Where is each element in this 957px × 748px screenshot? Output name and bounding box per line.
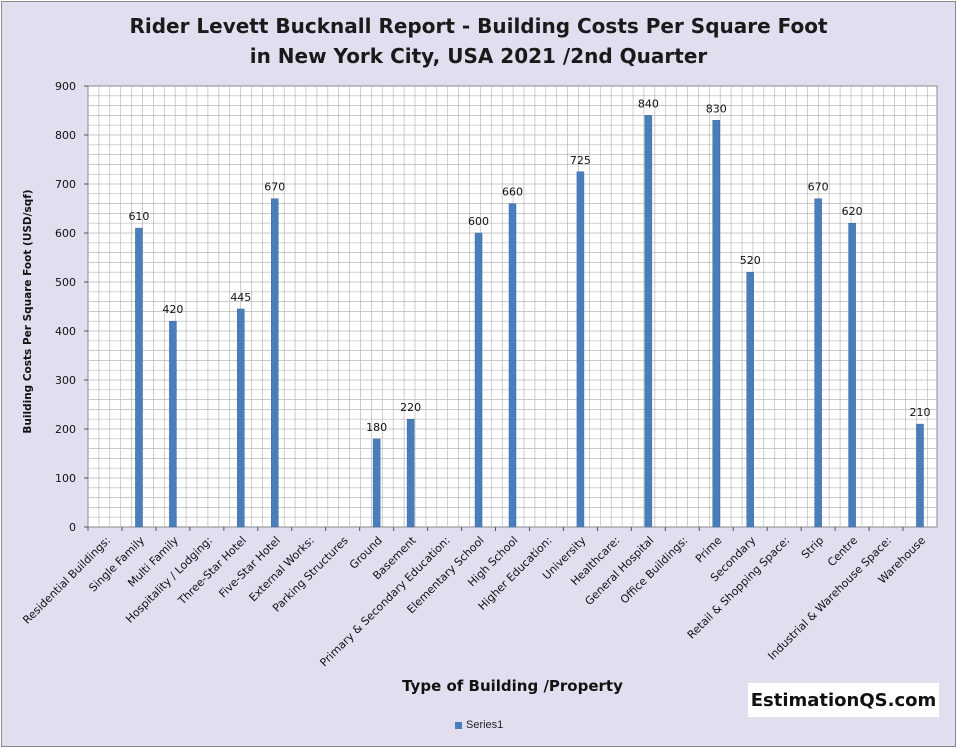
bar [508,203,517,528]
watermark-logo: EstimationQS.com [748,683,939,717]
bar [271,198,279,528]
bar [848,222,856,528]
data-label: 610 [128,210,149,223]
bar [237,308,245,528]
data-label: 180 [366,421,387,434]
bar [916,423,924,528]
legend: Series1 [455,719,503,731]
bar [746,271,754,528]
data-label: 670 [264,181,285,194]
x-tick-label: Industrial & Warehouse Space: [765,534,894,663]
y-tick-label: 600 [55,227,76,240]
y-tick-label: 500 [55,276,76,289]
bar [169,320,177,528]
x-tick-label: Five-Star Hotel [216,534,282,600]
legend-entry: Series1 [466,719,504,731]
chart-subtitle: in New York City, USA 2021 /2nd Quarter [249,44,708,68]
bars [135,115,924,528]
x-axis-ticks: Residential Buildings:Single FamilyMulti… [20,527,928,669]
data-label: 445 [230,291,251,304]
data-label: 420 [162,303,183,316]
bar [474,232,483,528]
bar [712,120,721,528]
x-tick-label: Prime [693,534,725,566]
bar [644,115,653,528]
y-axis-label: Building Costs Per Square Foot (USD/sqf) [22,189,34,433]
data-label: 830 [706,102,727,115]
y-tick-label: 100 [55,472,76,485]
data-label: 520 [740,254,761,267]
y-tick-label: 700 [55,178,76,191]
bar [135,227,143,528]
y-tick-label: 400 [55,325,76,338]
y-tick-label: 800 [55,129,76,142]
bar [372,438,381,528]
y-tick-label: 300 [55,374,76,387]
data-label: 600 [468,215,489,228]
bar [406,418,415,528]
data-label: 840 [638,97,659,110]
data-label: 210 [910,406,931,419]
data-label: 220 [400,401,421,414]
x-tick-label: Strip [799,534,826,561]
y-tick-label: 900 [55,80,76,93]
y-tick-label: 200 [55,423,76,436]
data-label: 660 [502,186,523,199]
legend-swatch [455,721,462,729]
bar [814,198,822,528]
data-labels: 610 420 445 670 180 220 600 660 725 840 830 520 670 6… [128,97,930,433]
data-label: 620 [842,205,863,218]
data-label: 725 [570,154,591,167]
bar [576,171,585,528]
y-axis-ticks: 0 100 200 300 400 500 600 700 800 900 [55,80,88,534]
y-tick-label: 0 [69,521,76,534]
data-label: 670 [808,181,829,194]
chart-title: Rider Levett Bucknall Report - Building … [129,14,828,38]
x-axis-label: Type of Building /Property [402,677,623,695]
